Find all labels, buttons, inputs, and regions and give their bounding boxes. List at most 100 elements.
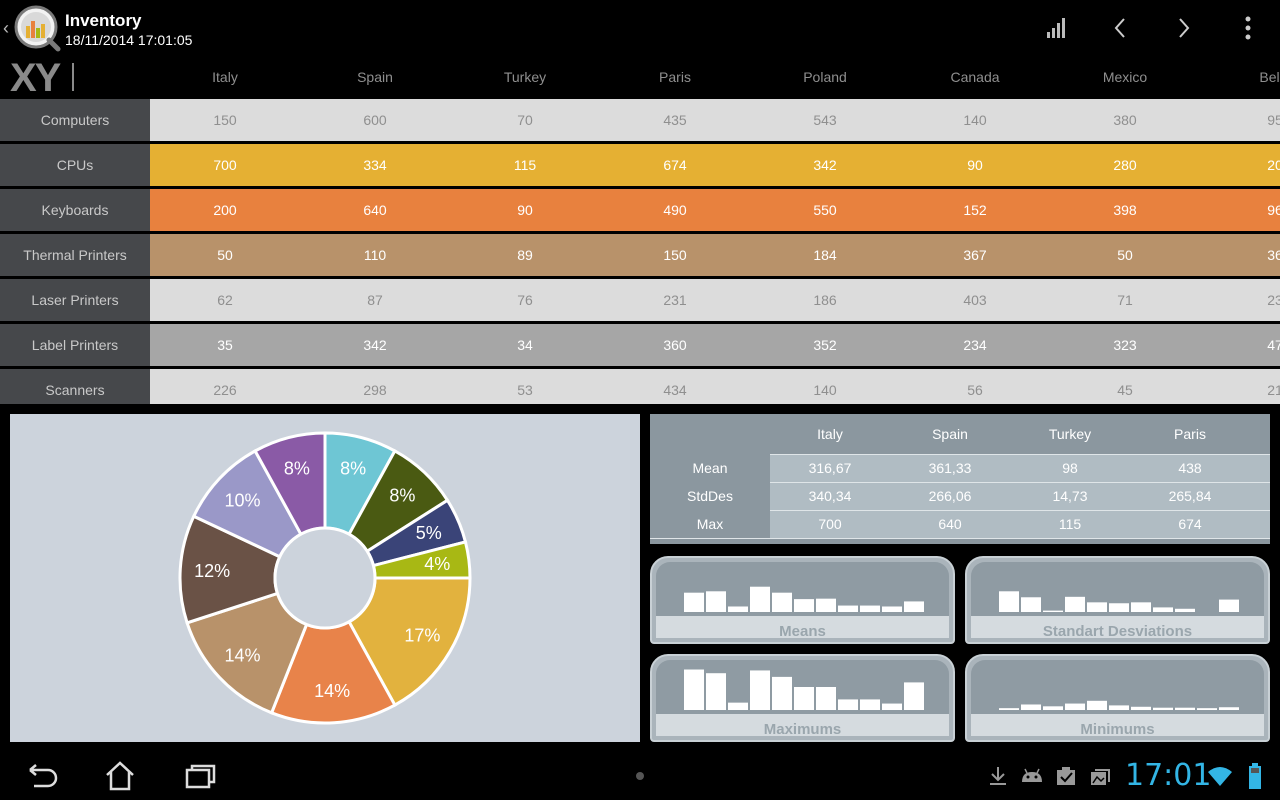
table-cell[interactable]: 234 xyxy=(963,337,987,353)
table-cell[interactable]: 96 xyxy=(1267,202,1280,218)
table-cell[interactable]: 140 xyxy=(813,382,837,398)
table-cell[interactable]: 231 xyxy=(663,292,687,308)
table-cell[interactable]: 640 xyxy=(363,202,387,218)
table-cell[interactable]: 334 xyxy=(363,157,387,173)
table-cell[interactable]: 21 xyxy=(1267,382,1280,398)
table-row[interactable]: Keyboards 200 640 90 490 550 152 398 96 xyxy=(0,189,1280,231)
table-cell[interactable]: 150 xyxy=(213,112,237,128)
row-label[interactable]: Thermal Printers xyxy=(0,234,150,276)
table-cell[interactable]: 342 xyxy=(813,157,837,173)
table-cell[interactable]: 71 xyxy=(1117,292,1133,308)
table-cell[interactable]: 45 xyxy=(1117,382,1133,398)
overflow-menu-icon[interactable] xyxy=(1230,10,1266,46)
row-label[interactable]: Keyboards xyxy=(0,189,150,231)
column-header[interactable]: Mexico xyxy=(1102,69,1148,85)
table-cell[interactable]: 367 xyxy=(963,247,987,263)
recent-apps-icon[interactable] xyxy=(180,760,220,792)
back-caret-icon[interactable]: ‹ xyxy=(3,18,9,38)
table-cell[interactable]: 47 xyxy=(1267,337,1280,353)
row-label[interactable]: Computers xyxy=(0,99,150,141)
system-bar: 17:01 xyxy=(0,752,1280,800)
column-header[interactable]: Belgi xyxy=(1259,69,1280,85)
column-header[interactable]: Paris xyxy=(659,69,691,85)
table-cell[interactable]: 115 xyxy=(513,157,537,173)
table-cell[interactable]: 20 xyxy=(1267,157,1280,173)
column-header[interactable]: Spain xyxy=(357,69,393,85)
table-cell[interactable]: 35 xyxy=(217,337,233,353)
chart-icon[interactable] xyxy=(1038,10,1074,46)
column-header[interactable]: Turkey xyxy=(503,69,547,85)
mini-bar xyxy=(816,687,836,710)
back-icon[interactable] xyxy=(22,760,62,792)
table-cell[interactable]: 90 xyxy=(967,157,983,173)
table-cell[interactable]: 34 xyxy=(517,337,533,353)
mini-bar xyxy=(1087,700,1107,710)
table-row[interactable]: Computers 150 600 70 435 543 140 380 95 xyxy=(0,99,1280,141)
table-cell[interactable]: 184 xyxy=(813,247,837,263)
table-row[interactable]: Thermal Printers 50 110 89 150 184 367 50 36 xyxy=(0,234,1280,276)
column-header[interactable]: Poland xyxy=(803,69,847,85)
table-cell[interactable]: 62 xyxy=(217,292,233,308)
table-cell[interactable]: 674 xyxy=(663,157,687,173)
column-header[interactable]: Italy xyxy=(212,69,238,85)
row-label[interactable]: CPUs xyxy=(0,144,150,186)
table-cell[interactable]: 434 xyxy=(663,382,687,398)
table-cell[interactable]: 398 xyxy=(1113,202,1137,218)
table-cell[interactable]: 87 xyxy=(367,292,383,308)
table-cell[interactable]: 90 xyxy=(517,202,533,218)
table-cell[interactable]: 36 xyxy=(1267,247,1280,263)
table-cell[interactable]: 152 xyxy=(963,202,987,218)
home-icon[interactable] xyxy=(100,760,140,792)
table-cell[interactable]: 186 xyxy=(813,292,837,308)
table-cell[interactable]: 543 xyxy=(813,112,837,128)
table-cell[interactable]: 298 xyxy=(363,382,387,398)
row-label[interactable]: Scanners xyxy=(0,369,150,404)
std-deviations-chart-label: Standart Desviations xyxy=(1042,623,1193,640)
table-cell[interactable]: 200 xyxy=(213,202,237,218)
app-logo-icon[interactable] xyxy=(13,4,61,52)
table-cell[interactable]: 352 xyxy=(813,337,837,353)
table-cell[interactable]: 89 xyxy=(517,247,533,263)
row-label[interactable]: Label Printers xyxy=(0,324,150,366)
table-cell[interactable]: 95 xyxy=(1267,112,1280,128)
table-cell[interactable]: 23 xyxy=(1267,292,1280,308)
table-cell[interactable]: 700 xyxy=(213,157,237,173)
maximums-chart-card[interactable]: Maximums xyxy=(650,654,955,742)
column-header[interactable]: Canada xyxy=(950,69,1000,85)
table-cell[interactable]: 50 xyxy=(217,247,233,263)
std-deviations-chart-card[interactable]: Standart Desviations xyxy=(965,556,1270,644)
table-cell[interactable]: 226 xyxy=(213,382,237,398)
table-cell[interactable]: 490 xyxy=(663,202,687,218)
table-cell[interactable]: 550 xyxy=(813,202,837,218)
table-row[interactable]: Scanners 226 298 53 434 140 56 45 21 xyxy=(0,369,1280,404)
table-cell[interactable]: 403 xyxy=(963,292,987,308)
table-cell[interactable]: 76 xyxy=(517,292,533,308)
table-cell[interactable]: 56 xyxy=(967,382,983,398)
table-cell[interactable]: 323 xyxy=(1113,337,1137,353)
row-label[interactable]: Laser Printers xyxy=(0,279,150,321)
minimums-chart-card[interactable]: Minimums xyxy=(965,654,1270,742)
table-cell[interactable]: 600 xyxy=(363,112,387,128)
table-cell[interactable]: 53 xyxy=(517,382,533,398)
table-row[interactable]: Label Printers 35 342 34 360 352 234 323 47 xyxy=(0,324,1280,366)
table-cell[interactable]: 360 xyxy=(663,337,687,353)
table-row[interactable]: Laser Printers 62 87 76 231 186 403 71 23 xyxy=(0,279,1280,321)
mini-bar xyxy=(1175,707,1195,710)
table-cell[interactable]: 140 xyxy=(963,112,987,128)
table-cell[interactable]: 150 xyxy=(663,247,687,263)
table-cell[interactable]: 50 xyxy=(1117,247,1133,263)
mini-bar xyxy=(1219,599,1239,612)
table-cell[interactable]: 110 xyxy=(363,247,387,263)
table-cell[interactable]: 435 xyxy=(663,112,687,128)
table-cell[interactable]: 380 xyxy=(1113,112,1137,128)
table-cell[interactable]: 342 xyxy=(363,337,387,353)
next-icon[interactable] xyxy=(1166,10,1202,46)
table-row[interactable]: CPUs 700 334 115 674 342 90 280 20 xyxy=(0,144,1280,186)
table-cell[interactable]: 70 xyxy=(517,112,533,128)
means-chart-card[interactable]: Means xyxy=(650,556,955,644)
mini-bar xyxy=(750,670,770,710)
inventory-table[interactable]: XY Italy Spain Turkey Paris Poland Canada Mexi… xyxy=(0,56,1280,404)
previous-icon[interactable] xyxy=(1102,10,1138,46)
mini-bar xyxy=(1131,706,1151,710)
table-cell[interactable]: 280 xyxy=(1113,157,1137,173)
